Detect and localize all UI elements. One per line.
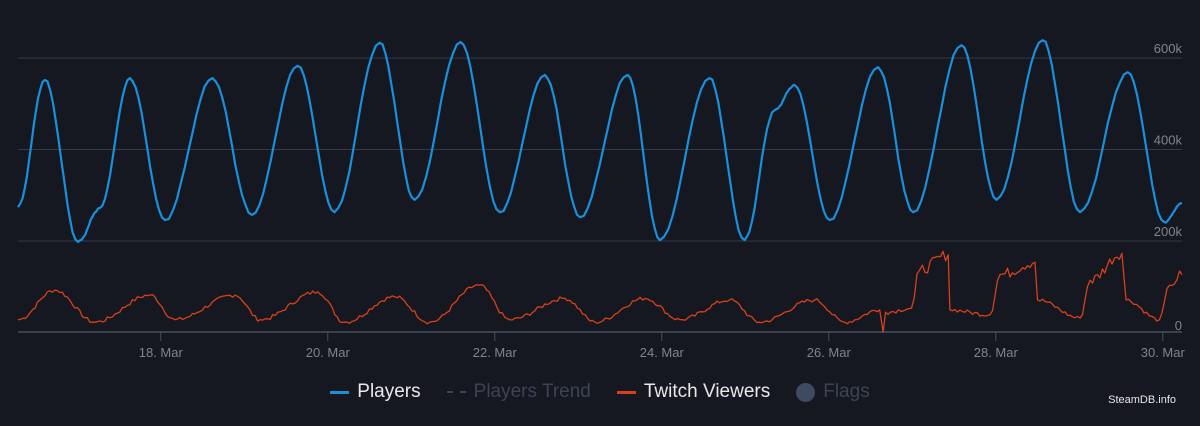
twitch-viewers-line	[17, 250, 1183, 333]
x-tick-label: 20. Mar	[306, 345, 351, 360]
players-trend-swatch-icon	[446, 391, 466, 393]
legend-players-trend-label: Players Trend	[473, 381, 591, 402]
legend-players[interactable]: Players	[330, 381, 421, 403]
legend: Players Players Trend Twitch Viewers Fla…	[0, 381, 1200, 403]
flags-circle-icon	[796, 382, 816, 402]
x-tick-label: 24. Mar	[640, 345, 685, 360]
x-tick-label: 22. Mar	[473, 345, 518, 360]
y-tick-label: 0	[1175, 318, 1182, 333]
legend-flags[interactable]: Flags	[796, 381, 870, 403]
legend-players-label: Players	[357, 381, 421, 402]
x-tick-label: 26. Mar	[807, 345, 852, 360]
legend-players-trend[interactable]: Players Trend	[446, 381, 591, 403]
y-tick-label: 200k	[1154, 224, 1183, 239]
legend-twitch-viewers[interactable]: Twitch Viewers	[616, 381, 771, 403]
credit-link[interactable]: SteamDB.info	[1108, 394, 1176, 406]
players-line	[17, 39, 1183, 243]
legend-twitch-label: Twitch Viewers	[643, 381, 771, 402]
legend-flags-label: Flags	[823, 381, 870, 402]
y-tick-label: 600k	[1154, 41, 1183, 56]
players-swatch-icon	[330, 390, 350, 394]
y-tick-label: 400k	[1154, 133, 1183, 148]
x-tick-label: 30. Mar	[1141, 345, 1186, 360]
x-tick-label: 18. Mar	[139, 345, 184, 360]
x-tick-label: 28. Mar	[974, 345, 1019, 360]
twitch-swatch-icon	[616, 390, 636, 394]
